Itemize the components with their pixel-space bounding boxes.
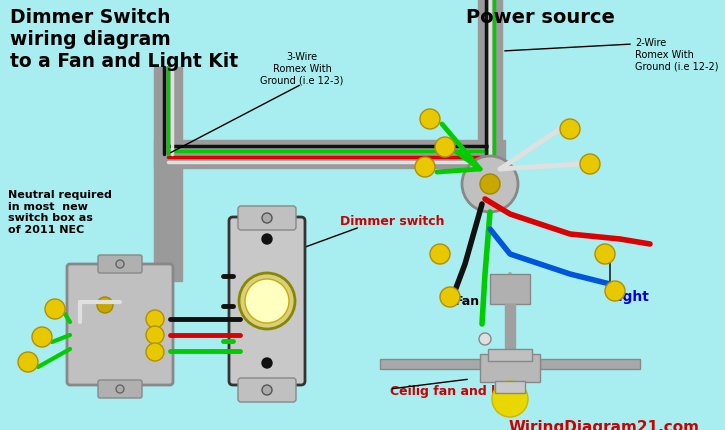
Text: 3-Wire
Romex With
Ground (i.e 12-3): 3-Wire Romex With Ground (i.e 12-3) xyxy=(260,52,344,85)
Circle shape xyxy=(262,358,272,368)
Circle shape xyxy=(420,110,440,130)
Text: Dimmer Switch
wiring diagram
to a Fan and Light Kit: Dimmer Switch wiring diagram to a Fan an… xyxy=(10,8,238,71)
Bar xyxy=(490,274,530,304)
Circle shape xyxy=(262,234,272,244)
Bar xyxy=(505,304,515,354)
Text: 2-Wire
Romex With
Ground (i.e 12-2): 2-Wire Romex With Ground (i.e 12-2) xyxy=(635,38,718,71)
Circle shape xyxy=(116,261,124,268)
Bar xyxy=(480,354,540,382)
FancyBboxPatch shape xyxy=(98,380,142,398)
Text: Power source: Power source xyxy=(465,8,614,27)
Circle shape xyxy=(262,214,272,224)
Circle shape xyxy=(415,158,435,178)
Circle shape xyxy=(479,333,491,345)
Bar xyxy=(540,359,640,369)
Circle shape xyxy=(595,244,615,264)
Circle shape xyxy=(580,155,600,175)
Circle shape xyxy=(45,299,65,319)
Text: Ceilig fan and light: Ceilig fan and light xyxy=(390,384,523,397)
Circle shape xyxy=(430,244,450,264)
FancyBboxPatch shape xyxy=(238,206,296,230)
FancyBboxPatch shape xyxy=(98,255,142,273)
Circle shape xyxy=(560,120,580,140)
FancyBboxPatch shape xyxy=(67,264,173,385)
Bar xyxy=(478,0,502,200)
Circle shape xyxy=(239,273,295,329)
Circle shape xyxy=(440,287,460,307)
FancyBboxPatch shape xyxy=(229,218,305,385)
Bar xyxy=(495,381,525,393)
Bar xyxy=(380,359,480,369)
Circle shape xyxy=(245,280,289,323)
Circle shape xyxy=(492,381,528,417)
Circle shape xyxy=(435,138,455,158)
Circle shape xyxy=(462,157,518,212)
Text: Dimmer switch: Dimmer switch xyxy=(340,215,444,227)
Bar xyxy=(488,349,532,361)
Circle shape xyxy=(146,326,164,344)
Text: Fan: Fan xyxy=(455,294,480,307)
Circle shape xyxy=(146,343,164,361)
Text: Neutral required
in most  new
switch box as
of 2011 NEC: Neutral required in most new switch box … xyxy=(8,190,112,234)
Circle shape xyxy=(480,175,500,194)
Circle shape xyxy=(32,327,52,347)
Circle shape xyxy=(262,385,272,395)
Text: WiringDiagram21.com: WiringDiagram21.com xyxy=(509,419,700,430)
Circle shape xyxy=(605,281,625,301)
Circle shape xyxy=(97,297,113,313)
Bar xyxy=(154,141,490,169)
Circle shape xyxy=(18,352,38,372)
Bar xyxy=(485,141,505,169)
Text: Light: Light xyxy=(610,289,650,303)
Circle shape xyxy=(146,310,164,328)
Circle shape xyxy=(116,385,124,393)
FancyBboxPatch shape xyxy=(238,378,296,402)
Bar xyxy=(154,68,182,281)
